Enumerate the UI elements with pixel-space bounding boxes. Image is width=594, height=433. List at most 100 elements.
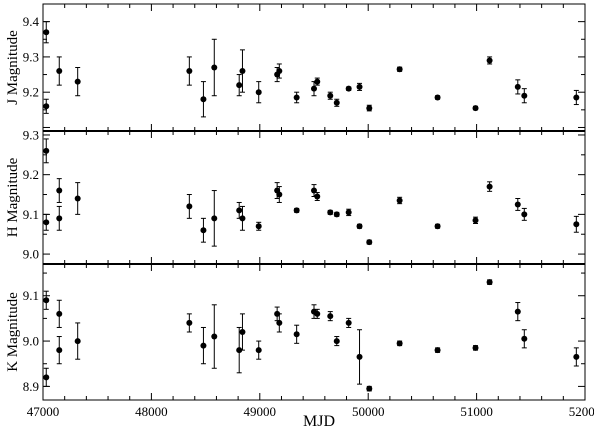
data-marker: [236, 347, 243, 354]
data-point: [43, 213, 50, 231]
data-marker: [333, 99, 340, 106]
data-point: [43, 138, 50, 164]
data-point: [486, 181, 493, 192]
data-point: [43, 367, 50, 387]
data-marker: [43, 29, 50, 36]
panel-2: 9.0 9.1 9.2 9.3H Magnitude: [5, 127, 586, 265]
data-point: [293, 91, 300, 104]
data-point: [276, 313, 283, 333]
data-marker: [74, 338, 81, 345]
x-tick-label: 50000: [352, 404, 385, 419]
data-point: [56, 178, 63, 203]
data-point: [276, 186, 283, 203]
data-marker: [200, 227, 207, 234]
data-point: [186, 194, 193, 219]
data-marker: [327, 209, 334, 216]
data-marker: [434, 347, 441, 354]
data-point: [236, 74, 243, 97]
data-marker: [333, 211, 340, 218]
data-marker: [472, 344, 479, 351]
data-marker: [434, 223, 441, 230]
data-point: [472, 216, 479, 225]
data-point: [345, 208, 352, 217]
data-point: [211, 190, 218, 247]
data-point: [276, 63, 283, 79]
x-tick-label: 48000: [135, 404, 168, 419]
data-point: [327, 209, 334, 216]
data-point: [314, 192, 321, 201]
data-point: [186, 56, 193, 86]
data-marker: [200, 342, 207, 349]
data-point: [573, 89, 580, 106]
data-marker: [356, 223, 363, 230]
data-point: [356, 82, 363, 91]
data-point: [345, 317, 352, 328]
data-point: [327, 91, 334, 100]
data-marker: [573, 221, 580, 228]
data-point: [200, 326, 207, 365]
data-marker: [236, 207, 243, 214]
data-point: [239, 49, 246, 93]
data-point: [200, 81, 207, 118]
data-marker: [239, 329, 246, 335]
data-marker: [43, 147, 50, 154]
data-point: [255, 221, 262, 231]
data-marker: [186, 319, 193, 326]
data-marker: [356, 353, 363, 360]
panel-1: 9.2 9.3 9.4J Magnitude: [5, 3, 586, 132]
data-marker: [186, 68, 193, 75]
data-marker: [276, 191, 283, 198]
data-point: [356, 223, 363, 230]
y-tick-label: 9.2: [23, 167, 39, 182]
data-marker: [43, 103, 50, 110]
data-marker: [211, 215, 218, 222]
data-marker: [521, 335, 528, 342]
data-point: [236, 326, 243, 374]
data-marker: [314, 78, 321, 85]
data-marker: [293, 94, 300, 101]
data-point: [514, 302, 521, 322]
data-point: [486, 279, 493, 286]
data-point: [56, 336, 63, 365]
data-marker: [211, 64, 218, 71]
data-point: [396, 340, 403, 347]
data-point: [74, 67, 81, 97]
data-marker: [239, 215, 246, 222]
data-marker: [43, 374, 50, 381]
y-axis-label: J Magnitude: [5, 30, 21, 105]
x-axis-label: MJD: [303, 413, 335, 430]
data-point: [333, 336, 340, 347]
y-tick-label: 9.2: [23, 85, 39, 100]
data-point: [239, 313, 246, 351]
data-point: [293, 207, 300, 214]
data-marker: [236, 82, 243, 89]
data-point: [43, 290, 50, 310]
data-point: [521, 329, 528, 349]
data-marker: [514, 201, 521, 208]
data-point: [255, 81, 262, 104]
data-marker: [211, 333, 218, 340]
data-point: [314, 77, 321, 86]
data-marker: [74, 195, 81, 202]
data-marker: [366, 239, 373, 246]
y-tick-label: 9.0: [23, 247, 39, 262]
data-marker: [345, 319, 352, 326]
data-marker: [327, 92, 334, 99]
data-point: [211, 304, 218, 369]
data-marker: [514, 83, 521, 90]
data-point: [211, 38, 218, 97]
data-marker: [396, 66, 403, 73]
data-marker: [486, 57, 493, 64]
data-marker: [255, 347, 262, 354]
data-marker: [56, 310, 63, 317]
data-point: [366, 385, 373, 392]
data-marker: [345, 85, 352, 92]
y-tick-label: 9.1: [23, 288, 39, 303]
data-point: [472, 105, 479, 112]
data-point: [56, 56, 63, 86]
data-marker: [396, 340, 403, 347]
data-marker: [366, 105, 373, 112]
data-point: [255, 340, 262, 360]
